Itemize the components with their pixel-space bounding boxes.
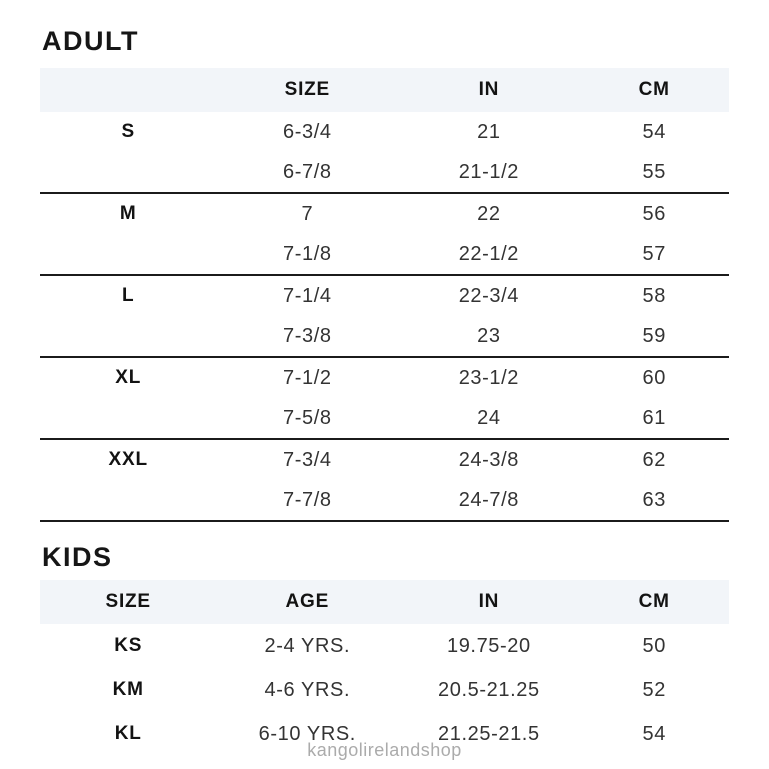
table-row: XL 7-1/2 23-1/2 60: [40, 358, 729, 398]
age-value: 4-6 YRS.: [264, 678, 351, 701]
cm-value: 63: [642, 488, 666, 511]
in-value: 22: [477, 202, 501, 225]
adult-header-in: IN: [478, 79, 500, 100]
adult-section-title: ADULT: [42, 26, 139, 56]
table-row: M 7 22 56: [40, 194, 729, 234]
age-value: 2-4 YRS.: [264, 634, 351, 657]
in-value: 21-1/2: [458, 160, 520, 183]
adult-header-cm: CM: [638, 79, 670, 100]
table-row: 7-1/8 22-1/2 57: [40, 234, 729, 276]
cm-value: 50: [642, 634, 666, 657]
adult-table-header-row: SIZE IN CM: [40, 68, 729, 112]
adult-header-size: SIZE: [284, 79, 331, 100]
size-label: XL: [115, 367, 142, 388]
size-value: 7: [301, 202, 314, 225]
table-row: S 6-3/4 21 54: [40, 112, 729, 152]
in-value: 24: [477, 406, 501, 429]
size-value: 7-1/4: [283, 284, 332, 307]
cm-value: 59: [642, 324, 666, 347]
size-value: 7-1/8: [283, 242, 332, 265]
kids-section-title: KIDS: [42, 542, 113, 572]
kids-header-age: AGE: [285, 591, 330, 612]
in-value: 24-3/8: [458, 448, 520, 471]
cm-value: 52: [642, 678, 666, 701]
table-row: KL 6-10 YRS. 21.25-21.5 54: [40, 712, 729, 756]
cm-value: 54: [642, 120, 666, 143]
size-label: KS: [114, 635, 143, 656]
adult-size-table: SIZE IN CM S 6-3/4 21 54 6-7/8 21-1/2 55…: [40, 68, 729, 522]
cm-value: 56: [642, 202, 666, 225]
size-value: 6-7/8: [283, 160, 332, 183]
size-label: S: [121, 121, 135, 142]
size-value: 6-3/4: [283, 120, 332, 143]
size-value: 7-7/8: [283, 488, 332, 511]
kids-header-size: SIZE: [105, 591, 151, 612]
size-value: 7-5/8: [283, 406, 332, 429]
age-value: 6-10 YRS.: [258, 722, 356, 745]
watermark-text: kangolirelandshop: [307, 740, 462, 760]
in-value: 21.25-21.5: [438, 722, 540, 745]
size-label: M: [119, 203, 137, 224]
size-label: L: [121, 285, 135, 306]
cm-value: 54: [642, 722, 666, 745]
cm-value: 58: [642, 284, 666, 307]
size-label: XXL: [108, 449, 148, 470]
size-label: KL: [114, 723, 142, 744]
size-label: KM: [112, 679, 144, 700]
cm-value: 61: [642, 406, 666, 429]
size-value: 7-3/8: [283, 324, 332, 347]
kids-header-cm: CM: [638, 591, 670, 612]
kids-header-in: IN: [478, 591, 500, 612]
table-row: 6-7/8 21-1/2 55: [40, 152, 729, 194]
cm-value: 62: [642, 448, 666, 471]
table-row: L 7-1/4 22-3/4 58: [40, 276, 729, 316]
in-value: 19.75-20: [446, 634, 531, 657]
in-value: 22-1/2: [458, 242, 520, 265]
size-value: 7-3/4: [283, 448, 332, 471]
table-row: KM 4-6 YRS. 20.5-21.25 52: [40, 668, 729, 712]
size-value: 7-1/2: [283, 366, 332, 389]
in-value: 20.5-21.25: [438, 678, 540, 701]
cm-value: 60: [642, 366, 666, 389]
cm-value: 57: [642, 242, 666, 265]
table-row: XXL 7-3/4 24-3/8 62: [40, 440, 729, 480]
in-value: 21: [477, 120, 501, 143]
in-value: 23-1/2: [458, 366, 520, 389]
table-row: 7-3/8 23 59: [40, 316, 729, 358]
kids-table-header-row: SIZE AGE IN CM: [40, 580, 729, 624]
cm-value: 55: [642, 160, 666, 183]
kids-size-table: SIZE AGE IN CM KS 2-4 YRS. 19.75-20 50 K…: [40, 580, 729, 756]
in-value: 23: [477, 324, 501, 347]
table-row: 7-7/8 24-7/8 63: [40, 480, 729, 522]
in-value: 24-7/8: [458, 488, 520, 511]
table-row: KS 2-4 YRS. 19.75-20 50: [40, 624, 729, 668]
in-value: 22-3/4: [458, 284, 520, 307]
table-row: 7-5/8 24 61: [40, 398, 729, 440]
